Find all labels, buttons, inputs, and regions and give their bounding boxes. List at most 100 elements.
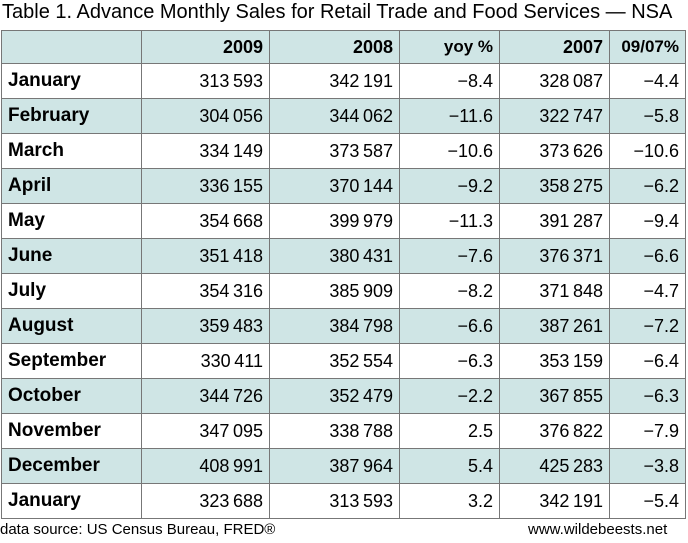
table-row: August 359 483 384 798 −6.6 387 261 −7.2 xyxy=(1,308,686,344)
header-cell-09-07: 09/07% xyxy=(609,30,686,64)
value-2007-cell: 387 261 xyxy=(499,308,610,344)
yoy-cell: 5.4 xyxy=(399,448,500,484)
table-title: Table 1. Advance Monthly Sales for Retai… xyxy=(2,1,673,23)
value-2008-cell: 352 479 xyxy=(269,378,400,414)
value-2009-cell: 313 593 xyxy=(141,63,270,99)
value-2009-cell: 304 056 xyxy=(141,98,270,134)
value-2007-cell: 373 626 xyxy=(499,133,610,169)
value-2007-cell: 322 747 xyxy=(499,98,610,134)
table-row: October 344 726 352 479 −2.2 367 855 −6.3 xyxy=(1,378,686,414)
table-row: February 304 056 344 062 −11.6 322 747 −5.8 xyxy=(1,98,686,134)
data-source-note: data source: US Census Bureau, FRED® xyxy=(0,521,276,538)
yoy-cell: 3.2 xyxy=(399,483,500,519)
growth-09-07-cell: −5.8 xyxy=(609,98,686,134)
value-2009-cell: 359 483 xyxy=(141,308,270,344)
value-2007-cell: 342 191 xyxy=(499,483,610,519)
table-row: July 354 316 385 909 −8.2 371 848 −4.7 xyxy=(1,273,686,309)
value-2007-cell: 367 855 xyxy=(499,378,610,414)
table-row: January 313 593 342 191 −8.4 328 087 −4.4 xyxy=(1,63,686,99)
month-cell: October xyxy=(1,378,142,414)
value-2009-cell: 347 095 xyxy=(141,413,270,449)
value-2008-cell: 387 964 xyxy=(269,448,400,484)
month-cell: January xyxy=(1,63,142,99)
header-cell-2007: 2007 xyxy=(499,30,610,64)
value-2007-cell: 328 087 xyxy=(499,63,610,99)
value-2009-cell: 334 149 xyxy=(141,133,270,169)
header-cell-yoy: yoy % xyxy=(399,30,500,64)
value-2009-cell: 408 991 xyxy=(141,448,270,484)
month-cell: February xyxy=(1,98,142,134)
growth-09-07-cell: −6.2 xyxy=(609,168,686,204)
value-2007-cell: 371 848 xyxy=(499,273,610,309)
month-cell: April xyxy=(1,168,142,204)
value-2008-cell: 399 979 xyxy=(269,203,400,239)
table-row: April 336 155 370 144 −9.2 358 275 −6.2 xyxy=(1,168,686,204)
value-2009-cell: 344 726 xyxy=(141,378,270,414)
value-2008-cell: 344 062 xyxy=(269,98,400,134)
table-row: March 334 149 373 587 −10.6 373 626 −10.6 xyxy=(1,133,686,169)
value-2007-cell: 391 287 xyxy=(499,203,610,239)
header-cell-2009: 2009 xyxy=(141,30,270,64)
yoy-cell: −8.4 xyxy=(399,63,500,99)
yoy-cell: −7.6 xyxy=(399,238,500,274)
yoy-cell: −6.3 xyxy=(399,343,500,379)
growth-09-07-cell: −5.4 xyxy=(609,483,686,519)
month-cell: March xyxy=(1,133,142,169)
header-row: 2009 2008 yoy % 2007 09/07% xyxy=(1,30,686,64)
growth-09-07-cell: −10.6 xyxy=(609,133,686,169)
growth-09-07-cell: −6.3 xyxy=(609,378,686,414)
table-row: December 408 991 387 964 5.4 425 283 −3.8 xyxy=(1,448,686,484)
table-row: November 347 095 338 788 2.5 376 822 −7.9 xyxy=(1,413,686,449)
month-cell: June xyxy=(1,238,142,274)
growth-09-07-cell: −9.4 xyxy=(609,203,686,239)
value-2009-cell: 336 155 xyxy=(141,168,270,204)
growth-09-07-cell: −4.7 xyxy=(609,273,686,309)
growth-09-07-cell: −6.6 xyxy=(609,238,686,274)
yoy-cell: −11.3 xyxy=(399,203,500,239)
yoy-cell: −2.2 xyxy=(399,378,500,414)
table-body: January 313 593 342 191 −8.4 328 087 −4.4 Febr… xyxy=(1,63,686,519)
website-link[interactable]: www.wildebeests.net xyxy=(528,521,668,538)
table-row: May 354 668 399 979 −11.3 391 287 −9.4 xyxy=(1,203,686,239)
growth-09-07-cell: −4.4 xyxy=(609,63,686,99)
header-cell-2008: 2008 xyxy=(269,30,400,64)
month-cell: December xyxy=(1,448,142,484)
table-row: June 351 418 380 431 −7.6 376 371 −6.6 xyxy=(1,238,686,274)
yoy-cell: 2.5 xyxy=(399,413,500,449)
value-2008-cell: 352 554 xyxy=(269,343,400,379)
value-2007-cell: 358 275 xyxy=(499,168,610,204)
growth-09-07-cell: −7.2 xyxy=(609,308,686,344)
value-2008-cell: 380 431 xyxy=(269,238,400,274)
growth-09-07-cell: −6.4 xyxy=(609,343,686,379)
value-2007-cell: 376 822 xyxy=(499,413,610,449)
value-2008-cell: 385 909 xyxy=(269,273,400,309)
value-2007-cell: 425 283 xyxy=(499,448,610,484)
value-2009-cell: 330 411 xyxy=(141,343,270,379)
value-2008-cell: 313 593 xyxy=(269,483,400,519)
value-2009-cell: 323 688 xyxy=(141,483,270,519)
table-row: September 330 411 352 554 −6.3 353 159 −6.4 xyxy=(1,343,686,379)
value-2008-cell: 342 191 xyxy=(269,63,400,99)
value-2009-cell: 354 316 xyxy=(141,273,270,309)
month-cell: January xyxy=(1,483,142,519)
table-row: January 323 688 313 593 3.2 342 191 −5.4 xyxy=(1,483,686,519)
sales-table: 2009 2008 yoy % 2007 09/07% January 313 5… xyxy=(1,30,686,519)
value-2008-cell: 384 798 xyxy=(269,308,400,344)
growth-09-07-cell: −3.8 xyxy=(609,448,686,484)
month-cell: November xyxy=(1,413,142,449)
month-cell: August xyxy=(1,308,142,344)
value-2007-cell: 376 371 xyxy=(499,238,610,274)
value-2008-cell: 373 587 xyxy=(269,133,400,169)
value-2008-cell: 370 144 xyxy=(269,168,400,204)
yoy-cell: −11.6 xyxy=(399,98,500,134)
yoy-cell: −8.2 xyxy=(399,273,500,309)
value-2007-cell: 353 159 xyxy=(499,343,610,379)
value-2009-cell: 351 418 xyxy=(141,238,270,274)
yoy-cell: −6.6 xyxy=(399,308,500,344)
value-2009-cell: 354 668 xyxy=(141,203,270,239)
header-cell-month xyxy=(1,30,142,64)
yoy-cell: −9.2 xyxy=(399,168,500,204)
month-cell: September xyxy=(1,343,142,379)
yoy-cell: −10.6 xyxy=(399,133,500,169)
month-cell: July xyxy=(1,273,142,309)
